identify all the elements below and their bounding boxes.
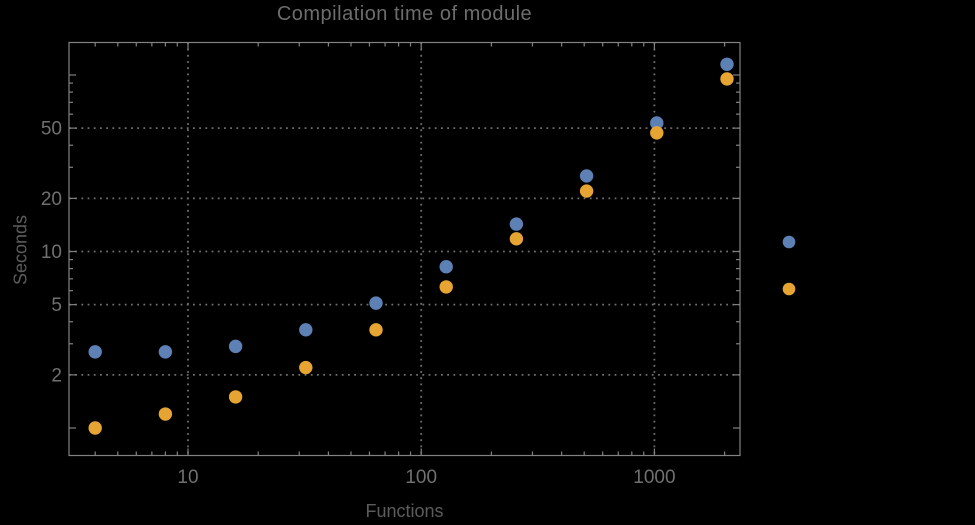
data-point-series-1 — [579, 169, 594, 183]
x-tick-label: 100 — [405, 467, 437, 488]
data-point-series-2 — [439, 280, 453, 294]
data-point-series-2 — [228, 390, 243, 404]
data-point-series-1 — [509, 217, 524, 231]
data-point-series-1 — [369, 296, 383, 310]
y-axis-label: Seconds — [10, 214, 31, 286]
data-point-series-1 — [439, 260, 453, 274]
data-point-series-2 — [509, 232, 524, 246]
x-axis-label: Functions — [365, 501, 444, 521]
data-point-series-2 — [369, 323, 383, 337]
data-point-series-2 — [579, 184, 594, 198]
y-tick-label: 20 — [41, 189, 62, 210]
x-tick-label: 1000 — [633, 467, 675, 488]
y-tick-label: 10 — [41, 242, 62, 263]
data-point-series-1 — [228, 339, 243, 354]
chart-title: Compilation time of module — [276, 3, 533, 25]
y-tick-label: 2 — [51, 365, 62, 386]
data-point-series-2 — [299, 360, 313, 375]
data-point-series-2 — [158, 407, 173, 421]
data-point-series-1 — [158, 345, 173, 359]
y-tick-label: 50 — [41, 119, 62, 140]
data-point-series-1 — [299, 323, 313, 337]
data-point-series-2 — [720, 72, 734, 86]
data-point-series-2 — [88, 421, 102, 435]
y-tick-label: 5 — [51, 295, 62, 316]
data-point-series-1 — [650, 116, 664, 130]
legend-marker-series-2 — [782, 282, 796, 296]
data-point-series-1 — [720, 57, 734, 71]
data-point-series-2 — [650, 126, 664, 140]
plot-frame — [68, 41, 741, 457]
x-tick-label: 10 — [177, 467, 198, 488]
data-point-series-1 — [88, 345, 102, 359]
legend-marker-series-1 — [782, 235, 796, 249]
